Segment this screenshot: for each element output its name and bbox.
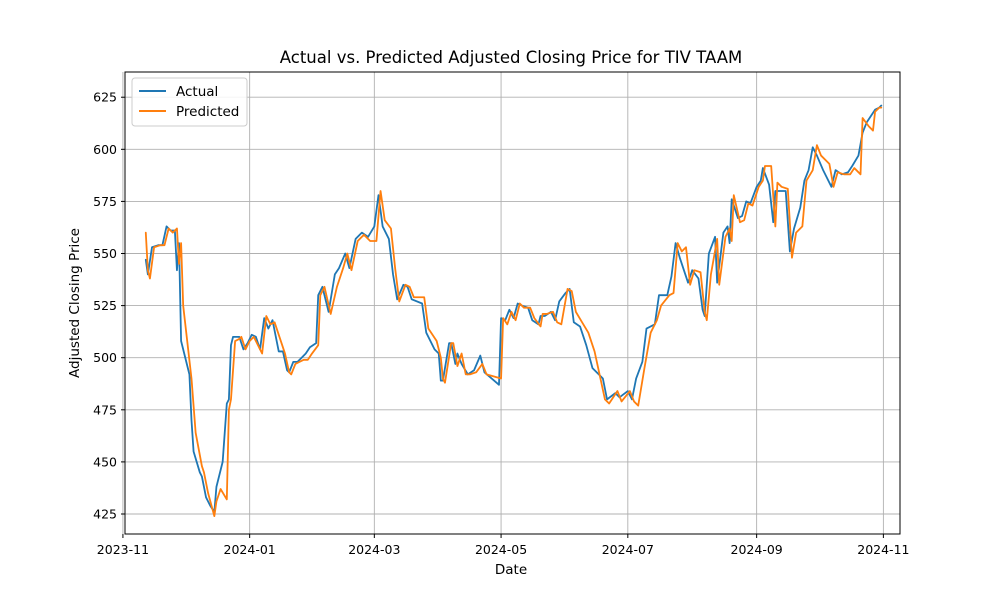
y-tick-label: 450 [93, 454, 117, 469]
y-tick-label: 600 [93, 142, 117, 157]
y-axis: 425 450 475 500 525 550 575 600 625 [93, 90, 125, 521]
y-tick-label: 425 [93, 506, 117, 521]
x-tick-label: 2024-09 [731, 542, 783, 557]
x-tick-label: 2024-05 [475, 542, 527, 557]
x-axis-label: Date [495, 562, 527, 578]
chart-title: Actual vs. Predicted Adjusted Closing Pr… [280, 48, 742, 67]
y-tick-label: 625 [93, 90, 117, 105]
x-axis: 2023-11 2024-01 2024-03 2024-05 2024-07 2024-… [97, 534, 909, 557]
legend: Actual Predicted [131, 77, 248, 127]
legend-label-predicted: Predicted [176, 104, 239, 120]
y-tick-label: 500 [93, 350, 117, 365]
x-tick-label: 2024-11 [857, 542, 909, 557]
y-tick-label: 475 [93, 402, 117, 417]
x-tick-label: 2024-01 [224, 542, 276, 557]
y-tick-label: 575 [93, 194, 117, 209]
series-layer [144, 104, 883, 517]
series-line-predicted [144, 106, 883, 517]
x-tick-label: 2024-03 [348, 542, 400, 557]
y-tick-label: 550 [93, 246, 117, 261]
x-tick-label: 2023-11 [97, 542, 149, 557]
grid-lines [122, 72, 900, 534]
y-tick-label: 525 [93, 298, 117, 313]
y-axis-label: Adjusted Closing Price [67, 228, 83, 378]
plot-frame [124, 71, 901, 535]
plot-area [125, 72, 900, 534]
x-tick-label: 2024-07 [602, 542, 654, 557]
legend-label-actual: Actual [176, 84, 218, 100]
